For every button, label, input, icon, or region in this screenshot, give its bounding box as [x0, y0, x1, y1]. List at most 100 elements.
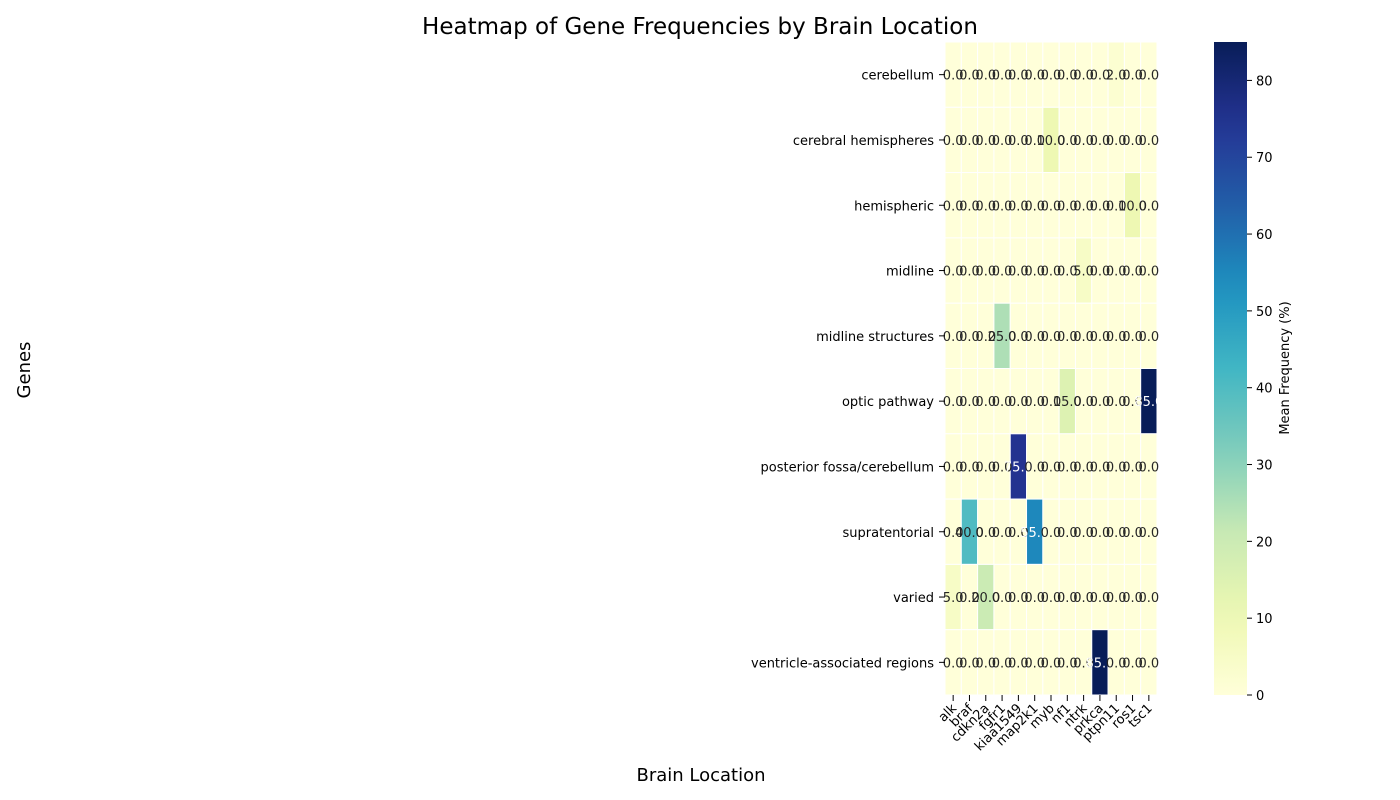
cell-value-label: 0.0	[1106, 199, 1127, 214]
cell-value-label: 0.0	[1073, 134, 1094, 149]
cell-value-label: 0.0	[1024, 460, 1045, 475]
cell-value-label: 0.0	[1122, 265, 1143, 280]
cell-value-label: 0.0	[1073, 656, 1094, 671]
cell-value-label: 0.0	[1122, 460, 1143, 475]
cell-value-label: 0.0	[1073, 199, 1094, 214]
cell-value-label: 0.0	[943, 199, 964, 214]
cell-value-label: 0.0	[1090, 330, 1111, 345]
cell-value-label: 0.0	[959, 69, 980, 84]
cell-value-label: 0.0	[1041, 330, 1062, 345]
cell-value-label: 0.0	[1073, 460, 1094, 475]
cell-value-label: 0.0	[992, 265, 1013, 280]
colorbar-gradient	[1214, 42, 1247, 695]
cell-value-label: 10.0	[1118, 199, 1147, 214]
cell-value-label: 0.0	[1106, 330, 1127, 345]
colorbar-tick-label: 30	[1256, 459, 1273, 474]
colorbar-tick-label: 50	[1256, 305, 1273, 320]
cell-value-label: 0.0	[1008, 199, 1029, 214]
cell-value-label: 0.0	[1139, 526, 1160, 541]
cell-value-label: 0.0	[992, 69, 1013, 84]
cell-value-label: 0.0	[1024, 591, 1045, 606]
cell-value-label: 0.0	[1122, 656, 1143, 671]
cell-value-label: 0.0	[1024, 656, 1045, 671]
cell-value-label: 0.0	[1008, 591, 1029, 606]
cell-value-label: 0.0	[1122, 395, 1143, 410]
cell-value-label: 0.0	[1106, 265, 1127, 280]
cell-value-label: 40.0	[955, 526, 984, 541]
cell-value-label: 0.0	[1139, 656, 1160, 671]
y-tick-label: varied	[893, 591, 934, 606]
heatmap-cell-labels: 0.00.00.00.00.00.00.00.00.00.02.00.00.00…	[943, 69, 1164, 672]
cell-value-label: 0.0	[1041, 395, 1062, 410]
cell-value-label: 0.0	[1057, 265, 1078, 280]
y-tick-label: hemispheric	[854, 199, 934, 214]
cell-value-label: 0.0	[1139, 134, 1160, 149]
cell-value-label: 0.0	[1057, 526, 1078, 541]
colorbar-tick-label: 20	[1256, 535, 1273, 550]
colorbar-tick-label: 80	[1256, 74, 1273, 89]
cell-value-label: 0.0	[959, 395, 980, 410]
x-axis-label: Brain Location	[636, 765, 765, 786]
y-tick-label: midline structures	[816, 330, 934, 345]
cell-value-label: 0.0	[992, 199, 1013, 214]
cell-value-label: 0.0	[943, 330, 964, 345]
cell-value-label: 0.0	[975, 199, 996, 214]
cell-value-label: 0.0	[1041, 69, 1062, 84]
cell-value-label: 0.0	[959, 656, 980, 671]
heatmap-cells	[944, 41, 1158, 696]
cell-value-label: 0.0	[1057, 199, 1078, 214]
cell-value-label: 0.0	[975, 395, 996, 410]
colorbar-tick-label: 40	[1256, 382, 1273, 397]
colorbar: 0 10 20 30 40 50 60 70 80	[1214, 42, 1273, 704]
cell-value-label: 0.0	[992, 134, 1013, 149]
cell-value-label: 0.0	[975, 460, 996, 475]
cell-value-label: 0.0	[992, 460, 1013, 475]
cell-value-label: 0.0	[992, 526, 1013, 541]
cell-value-label: 0.0	[1090, 395, 1111, 410]
cell-value-label: 0.0	[1073, 69, 1094, 84]
cell-value-label: 85.0	[1134, 395, 1163, 410]
cell-value-label: 0.0	[1008, 330, 1029, 345]
cell-value-label: 0.0	[943, 265, 964, 280]
cell-value-label: 0.0	[1090, 591, 1111, 606]
cell-value-label: 0.0	[1122, 330, 1143, 345]
cell-value-label: 0.0	[943, 134, 964, 149]
cell-value-label: 0.0	[959, 199, 980, 214]
y-tick-label: ventricle-associated regions	[751, 656, 934, 671]
cell-value-label: 0.0	[1139, 69, 1160, 84]
cell-value-label: 0.0	[1008, 69, 1029, 84]
colorbar-tick-label: 0	[1256, 689, 1264, 704]
cell-value-label: 0.0	[943, 395, 964, 410]
colorbar-tick-label: 60	[1256, 228, 1273, 243]
cell-value-label: 0.0	[1106, 591, 1127, 606]
cell-value-label: 0.0	[1024, 395, 1045, 410]
cell-value-label: 0.0	[975, 330, 996, 345]
cell-value-label: 0.0	[1090, 69, 1111, 84]
cell-value-label: 0.0	[992, 656, 1013, 671]
cell-value-label: 0.0	[1024, 199, 1045, 214]
cell-value-label: 0.0	[1024, 265, 1045, 280]
chart-title: Heatmap of Gene Frequencies by Brain Loc…	[422, 14, 978, 40]
cell-value-label: 0.0	[1122, 591, 1143, 606]
cell-value-label: 75.0	[1004, 460, 1033, 475]
cell-value-label: 0.0	[1041, 460, 1062, 475]
cell-value-label: 0.0	[1041, 265, 1062, 280]
y-tick-label: posterior fossa/cerebellum	[761, 460, 934, 475]
cell-value-label: 0.0	[1041, 526, 1062, 541]
cell-value-label: 0.0	[1139, 591, 1160, 606]
cell-value-label: 0.0	[959, 265, 980, 280]
cell-value-label: 0.0	[992, 591, 1013, 606]
cell-value-label: 0.0	[1008, 656, 1029, 671]
cell-value-label: 0.0	[1073, 395, 1094, 410]
cell-value-label: 0.0	[1073, 330, 1094, 345]
cell-value-label: 15.0	[1053, 395, 1082, 410]
cell-value-label: 0.0	[959, 591, 980, 606]
cell-value-label: 0.0	[1073, 591, 1094, 606]
cell-value-label: 0.0	[1106, 460, 1127, 475]
cell-value-label: 0.0	[1008, 265, 1029, 280]
cell-value-label: 0.0	[1041, 199, 1062, 214]
y-tick-label: cerebellum	[861, 69, 934, 84]
cell-value-label: 0.0	[1122, 526, 1143, 541]
cell-value-label: 0.0	[1008, 526, 1029, 541]
